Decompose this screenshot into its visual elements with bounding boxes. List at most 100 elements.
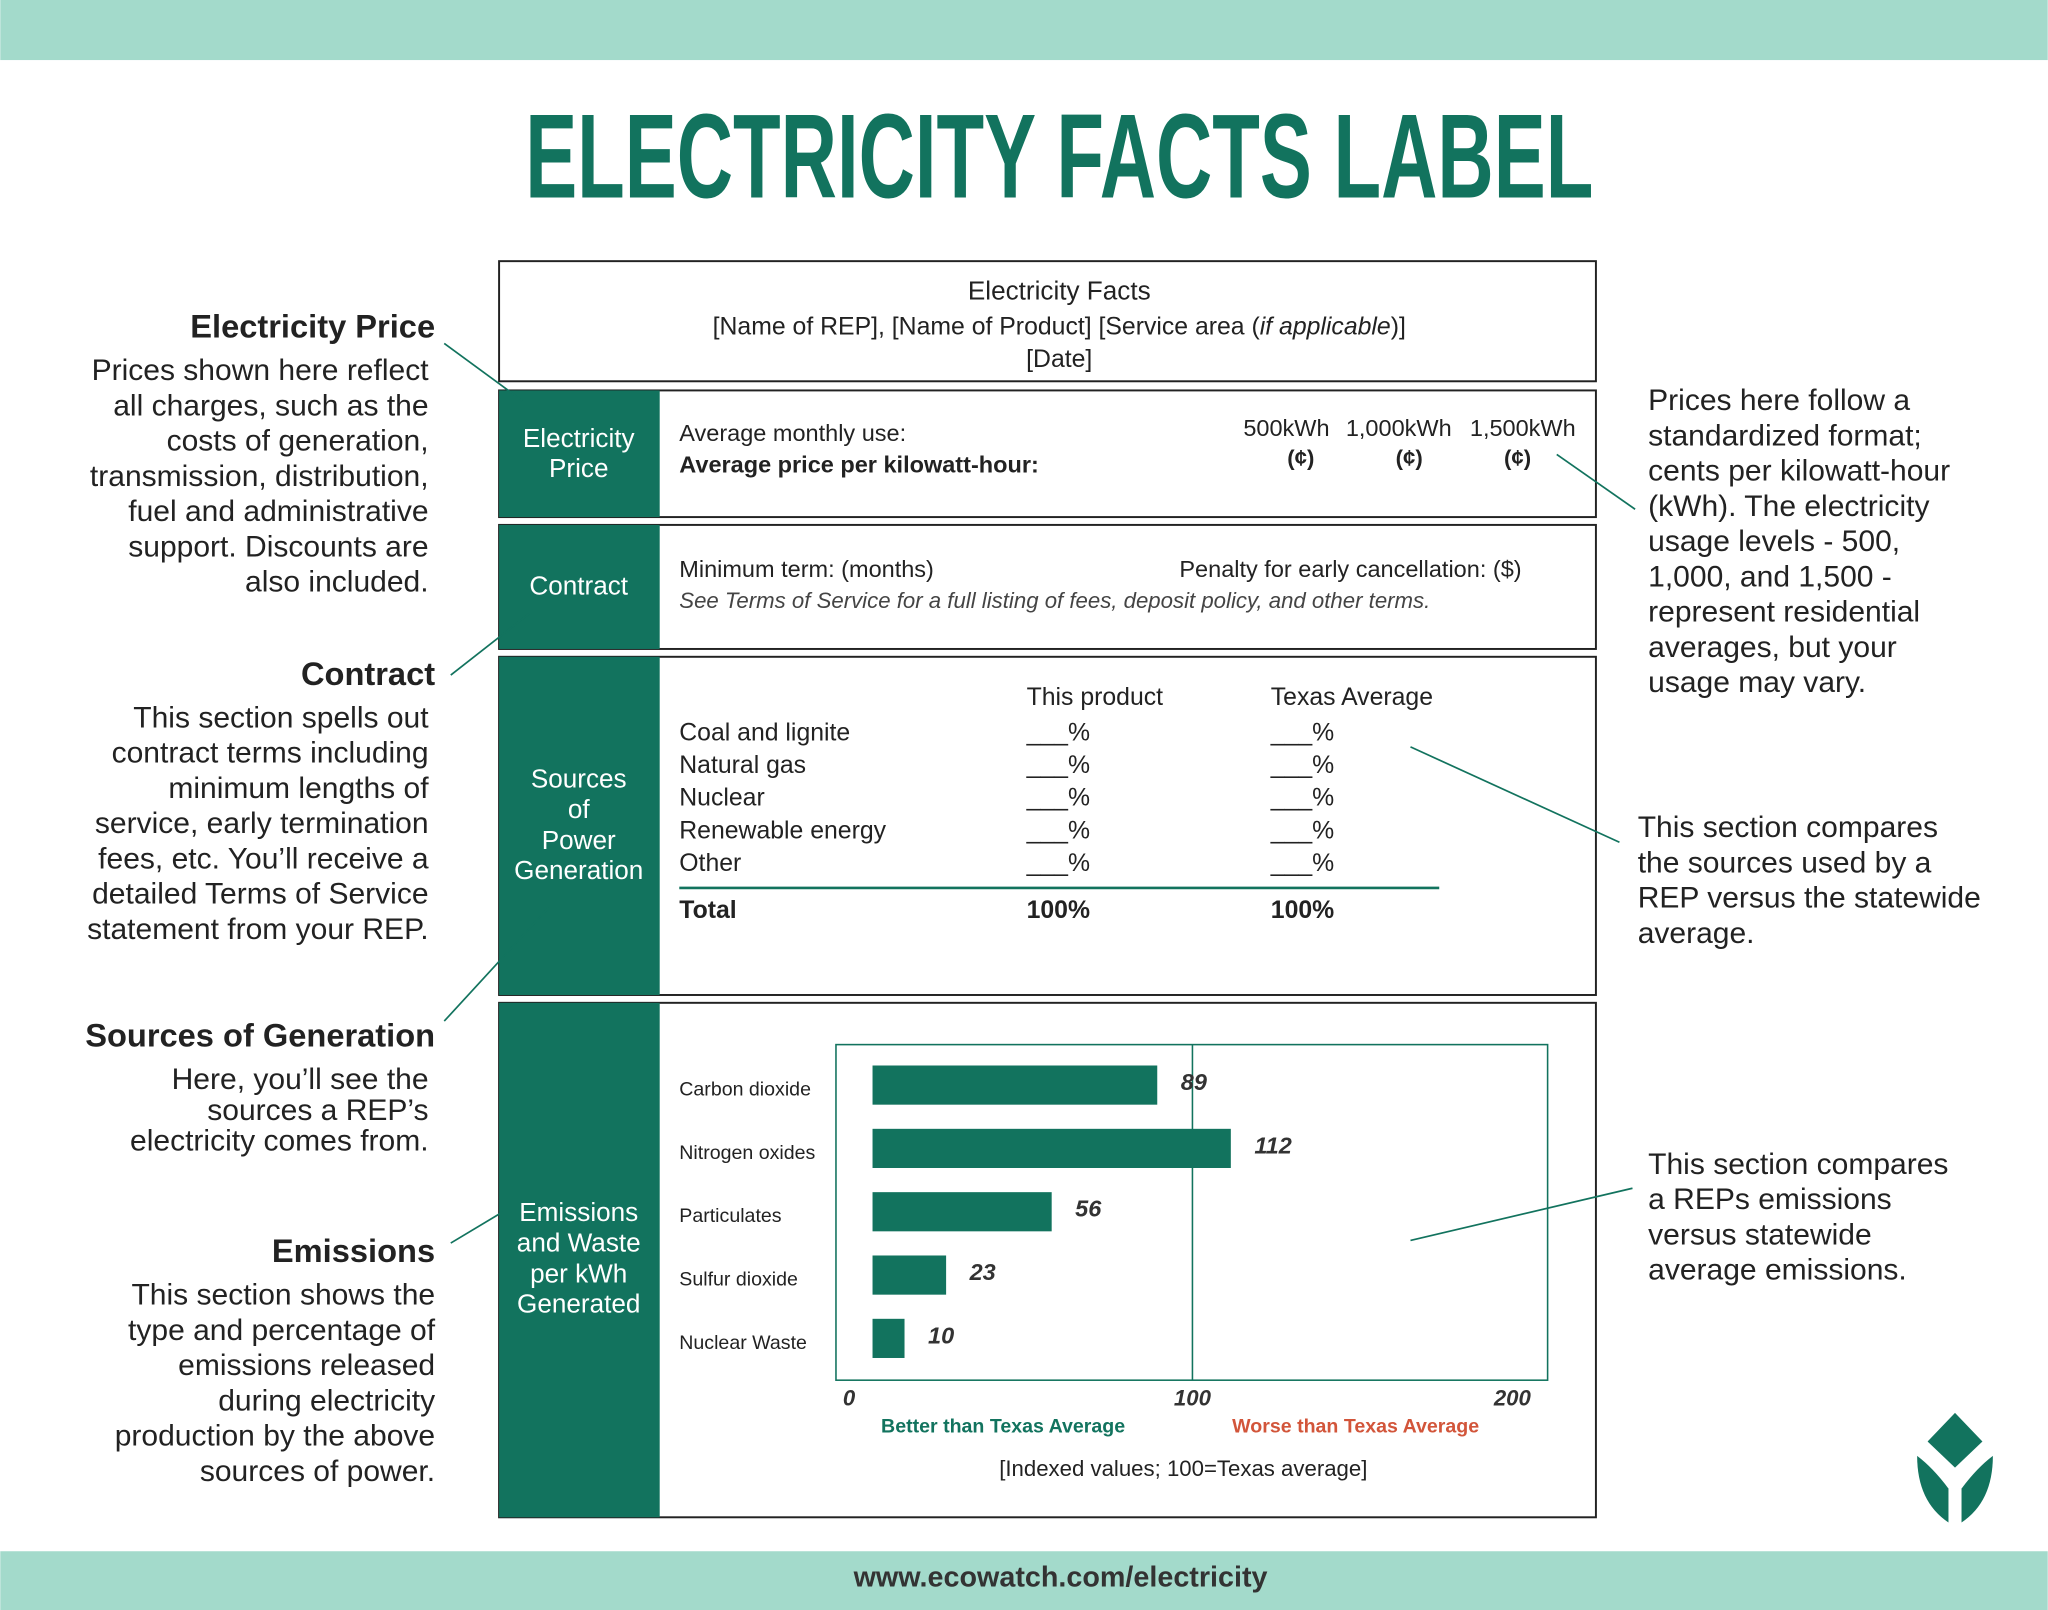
legend-better: Better than Texas Average: [881, 1415, 1125, 1437]
source-cell: ___%: [1270, 817, 1334, 844]
annotation-line: support. Discounts are: [128, 530, 428, 563]
column-header: This product: [1027, 684, 1164, 711]
section-label: Power: [542, 825, 616, 855]
bar: [872, 1128, 1231, 1169]
source-cell: ___%: [1026, 719, 1090, 746]
legend-worse: Worse than Texas Average: [1232, 1415, 1479, 1437]
source-name: Natural gas: [679, 752, 806, 779]
annotation-line: Here, you’ll see the: [172, 1063, 429, 1096]
bar: [872, 1065, 1158, 1105]
top-band: [0, 0, 2048, 61]
category-label: Carbon dioxide: [679, 1078, 811, 1100]
source-cell: ___%: [1270, 785, 1334, 812]
section-label: and Waste: [517, 1227, 641, 1257]
section-label: of: [568, 794, 591, 824]
annotation-line: Prices here follow a: [1648, 384, 1910, 417]
total-cell: 100%: [1271, 897, 1334, 924]
source-name: Other: [679, 850, 741, 877]
annotation-line: REP versus the statewide: [1638, 882, 1981, 915]
price-label: Average price per kilowatt-hour:: [679, 451, 1039, 477]
leaf: [1961, 1455, 1993, 1523]
usage-level: 500kWh: [1243, 415, 1329, 441]
usage-label: Average monthly use:: [679, 420, 906, 446]
annotation-line: statement from your REP.: [87, 913, 428, 946]
section-label: Generated: [517, 1289, 640, 1319]
annotation-line: This section shows the: [131, 1279, 435, 1312]
annotation-line: detailed Terms of Service: [92, 878, 428, 911]
category-label: Nitrogen oxides: [679, 1142, 815, 1164]
subheading-part: [Name of REP], [Name of Product] [Servic…: [713, 313, 1261, 340]
section-bars: [499, 390, 660, 1518]
annotation-line: during electricity: [218, 1384, 435, 1417]
header-box: [498, 260, 1597, 383]
section-label: Electricity: [523, 423, 635, 453]
contract-term: Minimum term: (months): [679, 556, 934, 582]
annotation-line: minimum lengths of: [168, 772, 429, 805]
annotation-title: Sources of Generation: [85, 1017, 435, 1054]
annotation-line: service, early termination: [95, 807, 429, 840]
annotation-line: versus statewide: [1648, 1218, 1872, 1251]
price-unit: (¢): [1396, 445, 1423, 470]
chart-note: [Indexed values; 100=Texas average]: [999, 1456, 1367, 1481]
annotation-line: production by the above: [115, 1420, 435, 1453]
annotation-line: emissions released: [178, 1349, 435, 1382]
leaf: [1927, 1412, 1983, 1468]
annotation-line: This section spells out: [133, 701, 429, 734]
value-label: 89: [1181, 1069, 1207, 1095]
usage-level: 1,000kWh: [1346, 415, 1452, 441]
annotation-line: sources a REP’s: [207, 1094, 428, 1127]
annotation-line: This section compares: [1638, 811, 1938, 844]
section-label: Generation: [514, 855, 643, 885]
section-label: Sources: [531, 764, 627, 794]
annotation-title: Electricity Price: [190, 308, 435, 345]
annotation-line: sources of power.: [200, 1455, 435, 1488]
source-cell: ___%: [1026, 785, 1090, 812]
subheading-part: if applicable: [1260, 313, 1391, 340]
connector: [1556, 453, 1636, 510]
annotation-line: (kWh). The electricity: [1648, 490, 1929, 523]
source-name: Nuclear: [679, 785, 764, 812]
source-cell: ___%: [1026, 752, 1090, 779]
annotation-line: average emissions.: [1648, 1254, 1907, 1287]
price-unit: (¢): [1504, 445, 1531, 470]
value-label: 56: [1075, 1196, 1102, 1222]
annotation-line: type and percentage of: [128, 1314, 436, 1347]
section-label: Price: [549, 453, 608, 483]
annotation-line: averages, but your: [1648, 631, 1897, 664]
contract-penalty: Penalty for early cancellation: ($): [1179, 556, 1521, 582]
x-tick-label: 100: [1174, 1386, 1212, 1411]
label-date: [Date]: [1026, 346, 1092, 373]
annotation-line: cents per kilowatt-hour: [1648, 455, 1950, 488]
usage-level: 1,500kWh: [1470, 415, 1576, 441]
annotation-line: standardized format;: [1648, 419, 1922, 452]
label-heading: Electricity Facts: [968, 275, 1151, 305]
annotation-line: average.: [1638, 917, 1755, 950]
total-cell: 100%: [1027, 897, 1090, 924]
leaf: [1917, 1455, 1949, 1523]
annotation-line: usage may vary.: [1648, 666, 1866, 699]
price-unit: (¢): [1287, 445, 1314, 470]
price-box: [498, 389, 1597, 519]
section-bar: [499, 524, 660, 649]
title: ELECTRICITY FACTS LABEL: [525, 90, 1593, 224]
source-cell: ___%: [1270, 719, 1334, 746]
section-bar: [499, 1002, 660, 1518]
bar: [872, 1318, 905, 1358]
source-cell: ___%: [1270, 752, 1334, 779]
annotation-line: fuel and administrative: [128, 495, 428, 528]
annotation-line: represent residential: [1648, 596, 1920, 629]
connector: [1410, 746, 1620, 843]
annotation-line: transmission, distribution,: [90, 460, 429, 493]
source-name: Renewable energy: [679, 817, 886, 844]
bar: [872, 1255, 947, 1295]
connector: [443, 906, 550, 1022]
section-bar: [499, 390, 660, 518]
annotation-line: costs of generation,: [167, 425, 429, 458]
bottom-band: [0, 1551, 2048, 1610]
annotation-line: usage levels - 500,: [1648, 525, 1900, 558]
source-cell: ___%: [1026, 850, 1090, 877]
label-subheading: [Name of REP], [Name of Product] [Servic…: [713, 313, 1406, 340]
category-label: Nuclear Waste: [679, 1332, 807, 1354]
